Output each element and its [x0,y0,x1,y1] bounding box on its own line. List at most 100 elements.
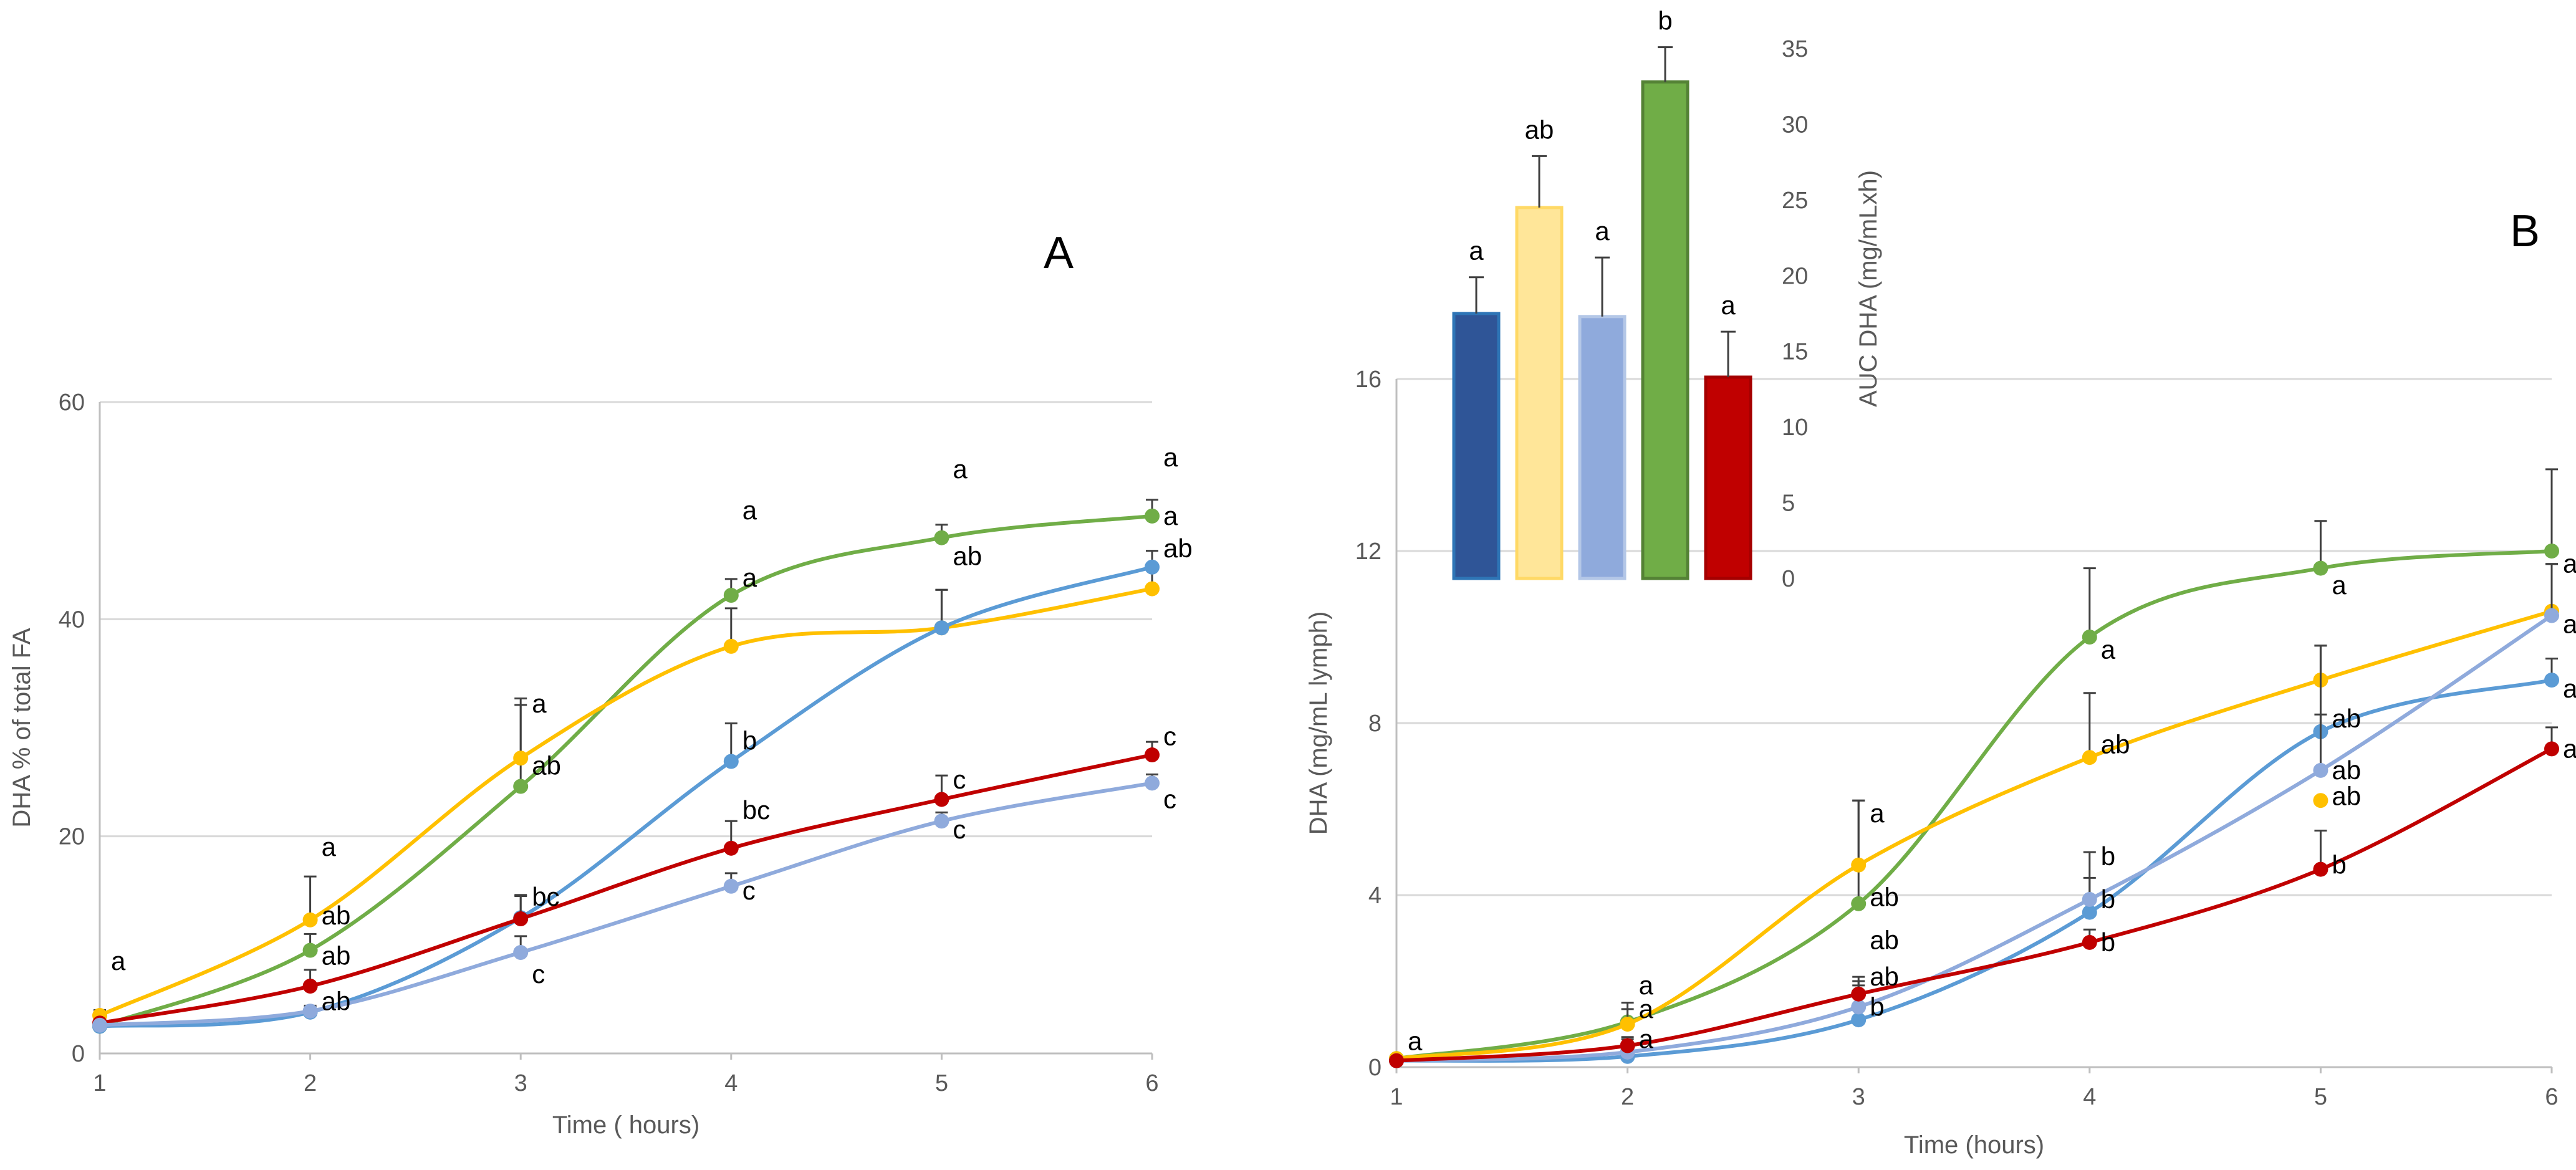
significance-label: c [532,959,545,989]
y-tick-label: 60 [59,390,85,416]
significance-label: ab [322,941,351,970]
significance-label: a [953,454,968,484]
significance-label: ab [2332,781,2361,810]
data-point [92,1017,107,1033]
significance-label: b [2101,885,2115,914]
significance-label: ab [2101,730,2130,759]
data-point [302,1004,318,1019]
series-light-blue [1389,563,2559,1068]
inset-y-tick-label: 25 [1782,188,1808,214]
inset-y-axis-title: AUC DHA (mg/mLxh) [1855,170,1882,407]
x-tick-label: 3 [514,1070,527,1096]
significance-label: c [953,765,966,794]
data-point [723,588,739,603]
data-point [934,792,949,807]
significance-label: ab [1870,962,1899,991]
significance-label: ab [2332,704,2361,733]
significance-label: c [743,876,756,905]
series-red [92,741,1160,1031]
bar [1452,312,1501,580]
significance-label: a [1639,971,1654,1000]
y-tick-label: 0 [72,1041,85,1067]
data-point [1851,1012,1867,1028]
data-point [1851,896,1867,911]
data-point [302,979,318,994]
data-point [513,779,529,794]
series-blue [92,550,1160,1034]
series-blue [1389,645,2559,1068]
series-line [1395,678,2554,1063]
x-tick-label: 4 [2083,1084,2096,1110]
significance-label: ab [322,901,351,930]
bar-significance-label: ab [1525,115,1554,144]
series-light-blue [92,773,1160,1033]
data-point [723,754,739,769]
bar [1515,206,1564,580]
significance-label: a [1408,1027,1423,1056]
data-point [2544,741,2559,757]
series-line [98,565,1154,1029]
significance-label: a [322,832,337,861]
data-point [2544,608,2559,623]
significance-label: a [2101,635,2116,664]
data-point [513,911,529,927]
x-tick-label: 1 [1390,1084,1403,1110]
x-tick-label: 3 [1852,1084,1865,1110]
data-point [2544,544,2559,559]
significance-label: b [743,726,757,755]
significance-label: c [1163,721,1176,750]
series-line [98,781,1154,1027]
data-point [2313,762,2328,778]
y-tick-label: 12 [1355,539,1382,565]
significance-label: a [2563,674,2576,703]
bar [1641,80,1689,580]
series-line [1395,609,2554,1061]
significance-label: ab [1870,925,1899,954]
data-point [2544,673,2559,688]
significance-label: a [2563,549,2576,578]
y-tick-label: 16 [1355,367,1382,393]
inset-y-tick-label: 0 [1782,566,1795,592]
inset-y-tick-label: 30 [1782,112,1808,138]
inset-y-tick-label: 5 [1782,491,1795,517]
significance-label: a [743,563,757,592]
significance-label: b [2332,850,2346,880]
inset-y-tick-label: 20 [1782,263,1808,289]
data-point [2082,904,2097,920]
x-tick-label: 6 [2545,1084,2558,1110]
data-point [1145,775,1160,791]
y-axis-title: DHA (mg/mL lymph) [1305,611,1332,835]
significance-label: ab [322,986,351,1015]
data-point [2082,750,2097,765]
y-tick-label: 40 [59,607,85,633]
data-point [1145,508,1160,524]
significance-label: c [1163,784,1176,813]
data-point [2313,861,2328,877]
significance-label: b [1870,992,1884,1021]
data-point [934,620,949,636]
significance-label: bc [532,882,559,911]
data-point [513,945,529,961]
series-line [1395,613,2554,1063]
data-point [2082,630,2097,645]
data-point [1389,1053,1404,1068]
significance-label: ab [1163,534,1193,563]
significance-label: a [2563,734,2576,763]
x-tick-label: 2 [304,1070,317,1096]
series-line [1395,747,2554,1063]
y-tick-label: 4 [1368,883,1382,909]
data-point [2082,891,2097,907]
significance-label: a [2332,570,2347,600]
data-point [934,530,949,545]
x-tick-label: 5 [935,1070,948,1096]
series-line [1395,549,2554,1061]
bar-significance-label: a [1721,290,1736,320]
significance-label: a [1639,994,1654,1024]
data-point [1145,559,1160,575]
inset-y-tick-label: 35 [1782,36,1808,62]
series-line [98,514,1154,1029]
series-yellow [92,566,1160,1024]
significance-label: a [111,946,126,976]
